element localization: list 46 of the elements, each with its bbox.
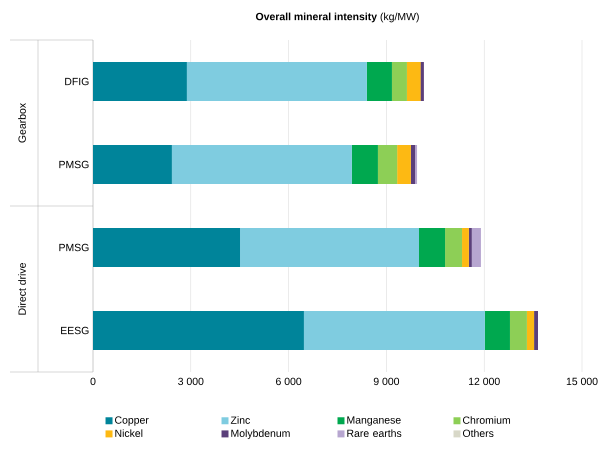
bar <box>352 145 378 184</box>
bar <box>472 228 481 268</box>
bar <box>392 62 407 102</box>
text: Gearbox <box>18 103 26 143</box>
x-tick-label: 6 000 <box>276 378 302 386</box>
legend-label: Chromium <box>463 416 510 424</box>
bar <box>484 311 510 350</box>
bar <box>406 62 421 102</box>
bar <box>445 228 462 268</box>
legend-label: Nickel <box>115 429 142 438</box>
bar <box>534 311 538 350</box>
chart-title: Overall mineral intensity (kg/MW) <box>256 12 419 22</box>
y-tick-label: EESG <box>61 326 89 334</box>
bar <box>366 62 392 102</box>
text: Direct drive <box>18 263 26 315</box>
bar <box>186 62 367 102</box>
legend-label: Zinc <box>230 416 250 424</box>
legend-label: Copper <box>115 416 149 426</box>
x-tick-label: 9 000 <box>374 378 400 386</box>
legend-label: Molybdenum <box>231 429 290 440</box>
y-tick-label: PMSG <box>59 160 89 168</box>
bar <box>304 311 485 350</box>
bar <box>93 145 172 184</box>
x-tick-label: 15 000 <box>566 378 598 386</box>
legend-label: Manganese <box>347 416 401 426</box>
bar <box>419 228 446 268</box>
bar <box>397 145 411 184</box>
x-tick-label: 12 000 <box>469 378 500 386</box>
bar <box>93 311 304 350</box>
legend-label: Others <box>462 429 494 438</box>
bar <box>420 62 424 102</box>
y-tick-label: DFIG <box>65 78 89 86</box>
bar <box>172 145 352 184</box>
bar <box>93 62 187 102</box>
x-tick-label: 0 <box>90 378 96 386</box>
legend-label: Rare earths <box>347 429 402 438</box>
x-tick-label: 3 000 <box>178 378 204 386</box>
bar <box>462 228 469 268</box>
bar <box>526 311 534 350</box>
y-tick-label: PMSG <box>59 244 89 252</box>
bar <box>240 228 420 268</box>
bar <box>510 311 527 350</box>
bar <box>468 228 472 268</box>
bar <box>378 145 398 184</box>
bar <box>93 228 240 268</box>
bar <box>410 145 416 184</box>
